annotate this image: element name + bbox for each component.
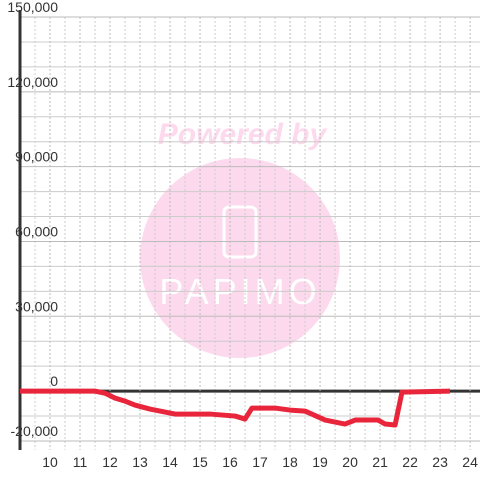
y-tick-label: 60,000 [15,223,58,239]
x-tick-label: 22 [402,454,418,470]
y-tick-label: 120,000 [7,74,58,90]
y-tick-label: 0 [50,373,58,389]
x-tick-label: 10 [42,454,58,470]
x-tick-label: 24 [462,454,478,470]
x-tick-label: 11 [73,454,88,470]
x-tick-label: 16 [222,454,238,470]
watermark-title: Powered by [158,118,328,151]
data-line [20,388,451,428]
x-tick-label: 17 [252,454,268,470]
x-tick-label: 20 [342,454,358,470]
x-tick-label: 15 [192,454,208,470]
x-tick-label: 21 [372,454,388,470]
x-tick-label: 23 [432,454,448,470]
x-tick-label: 18 [282,454,298,470]
x-tick-label: 13 [132,454,148,470]
x-tick-label: 14 [162,454,178,470]
y-tick-label: 30,000 [15,298,58,314]
watermark-phone [222,205,258,259]
x-tick-label: 12 [102,454,118,470]
y-tick-label: 90,000 [15,149,58,165]
y-tick-label: 150,000 [7,0,58,15]
y-tick-label: -20,000 [11,423,59,439]
x-tick-label: 19 [312,454,328,470]
